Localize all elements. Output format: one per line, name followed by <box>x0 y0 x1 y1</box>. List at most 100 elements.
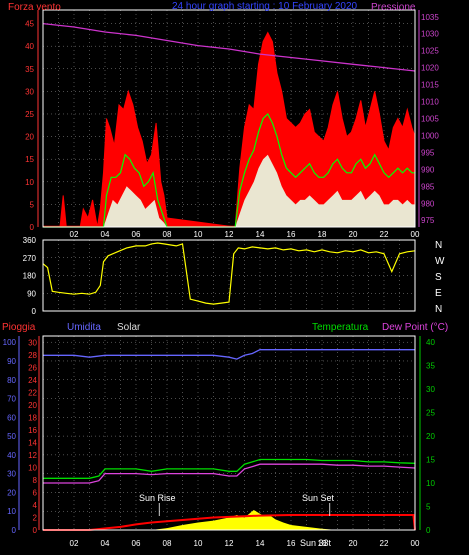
pressure-y-tick-label: 995 <box>421 148 435 157</box>
rain-y-tick-label: 16 <box>28 426 37 435</box>
wind-y-tick-label: 15 <box>25 155 34 164</box>
humidity-x-tick-label: 00 <box>411 539 420 548</box>
wind-y-tick-label: 20 <box>25 133 34 142</box>
humidity-x-tick-label: 14 <box>256 539 265 548</box>
pressure-line <box>42 22 416 72</box>
solar-label: Solar <box>117 322 141 333</box>
rain-y-tick-label: 14 <box>28 438 37 447</box>
panel-frame <box>42 239 416 312</box>
pressure-y-tick-label: 1025 <box>421 47 439 56</box>
wind-chart-title: 24 hour graph starting : 10 February 202… <box>172 1 358 12</box>
humidity-y-tick-label: 60 <box>7 413 16 422</box>
sun-set-annotation: Sun Set <box>302 493 335 503</box>
rain-y-tick-label: 24 <box>28 376 37 385</box>
humidity-y-tick-label: 30 <box>7 470 16 479</box>
humidity-x-tick-label: 22 <box>380 539 389 548</box>
humidity-x-tick-label: 04 <box>101 539 110 548</box>
compass-s: S <box>435 272 442 283</box>
rain-line <box>43 514 416 531</box>
rain-y-tick-label: 18 <box>28 413 37 422</box>
rain-y-tick-label: 12 <box>28 451 37 460</box>
wind-x-tick-label: 08 <box>163 230 172 239</box>
wind-y-tick-label: 10 <box>25 178 34 187</box>
temperature-y-tick-label: 40 <box>426 338 435 347</box>
wind-left-label: Forza vento <box>8 2 61 13</box>
wind-gust-area <box>43 31 416 228</box>
grid-layer <box>43 10 416 531</box>
temperature-y-tick-label: 20 <box>426 432 435 441</box>
pressure-y-tick-label: 985 <box>421 182 435 191</box>
dewpoint-label: Dew Point (°C) <box>382 322 449 333</box>
direction-y-tick-label: 360 <box>23 236 37 245</box>
humidity-x-tick-label: 18 <box>318 539 327 548</box>
sun-hours-annotation: Sun 33t <box>300 538 332 548</box>
wind-y-tick-label: 5 <box>30 200 35 209</box>
solar-area <box>43 510 415 530</box>
compass-n-top: N <box>435 240 443 251</box>
wind-y-tick-label: 25 <box>25 110 34 119</box>
temperature-y-tick-label: 0 <box>426 526 431 535</box>
humidity-x-tick-label: 20 <box>349 539 358 548</box>
rain-y-tick-label: 28 <box>28 351 37 360</box>
rain-y-tick-label: 30 <box>28 338 37 347</box>
temperature-y-tick-label: 30 <box>426 385 435 394</box>
rain-y-tick-label: 0 <box>33 526 38 535</box>
wind-y-tick-label: 35 <box>25 65 34 74</box>
wind-min-area <box>43 154 415 227</box>
temperature-y-tick-label: 25 <box>426 409 435 418</box>
compass-w: W <box>435 256 445 267</box>
rain-y-tick-label: 20 <box>28 401 37 410</box>
humidity-y-tick-label: 50 <box>7 432 16 441</box>
pressure-y-tick-label: 980 <box>421 199 435 208</box>
compass-e: E <box>435 288 442 299</box>
humidity-y-tick-label: 90 <box>7 357 16 366</box>
wind-x-tick-label: 16 <box>287 230 296 239</box>
sun-rise-annotation: Sun Rise <box>139 493 176 503</box>
panel-frame <box>42 9 416 228</box>
wind-x-tick-label: 18 <box>318 230 327 239</box>
direction-y-tick-label: 0 <box>32 307 37 316</box>
wind-x-tick-label: 14 <box>256 230 265 239</box>
panel-frame <box>42 335 416 531</box>
pressure-y-tick-label: 975 <box>421 216 435 225</box>
temperature-y-tick-label: 15 <box>426 456 435 465</box>
direction-y-tick-label: 180 <box>23 272 37 281</box>
humidity-y-tick-label: 20 <box>7 488 16 497</box>
rain-y-tick-label: 6 <box>33 488 38 497</box>
wind-x-tick-label: 04 <box>101 230 110 239</box>
wind-x-tick-label: 12 <box>225 230 234 239</box>
wind-avg-line <box>43 113 415 228</box>
wind-y-tick-label: 30 <box>25 87 34 96</box>
rain-y-tick-label: 22 <box>28 388 37 397</box>
pressure-y-tick-label: 1020 <box>421 64 439 73</box>
direction-y-tick-label: 270 <box>23 254 37 263</box>
humidity-label: Umidita <box>67 322 101 333</box>
humidity-y-tick-label: 0 <box>12 526 17 535</box>
pressure-right-label: Pressione <box>371 2 416 13</box>
wind-x-tick-label: 00 <box>411 230 420 239</box>
rain-y-tick-label: 8 <box>33 476 38 485</box>
humidity-y-tick-label: 40 <box>7 451 16 460</box>
humidity-y-tick-label: 70 <box>7 395 16 404</box>
rain-y-tick-label: 4 <box>33 501 38 510</box>
humidity-x-tick-label: 02 <box>70 539 79 548</box>
direction-line <box>42 242 416 305</box>
pressure-y-tick-label: 1030 <box>421 30 439 39</box>
humidity-y-tick-label: 80 <box>7 376 16 385</box>
wind-y-tick-label: 0 <box>30 223 35 232</box>
humidity-line <box>43 349 415 360</box>
axis-layer: 0510152025303540459759809859909951000100… <box>3 10 439 548</box>
rain-y-tick-label: 26 <box>28 363 37 372</box>
pressure-y-tick-label: 990 <box>421 165 435 174</box>
pressure-y-tick-label: 1015 <box>421 81 439 90</box>
humidity-x-tick-label: 10 <box>194 539 203 548</box>
temperature-y-tick-label: 35 <box>426 362 435 371</box>
wind-x-tick-label: 02 <box>70 230 79 239</box>
dewpoint-line <box>43 463 416 484</box>
pressure-y-tick-label: 1010 <box>421 98 439 107</box>
temperature-y-tick-label: 5 <box>426 503 431 512</box>
wind-y-tick-label: 40 <box>25 42 34 51</box>
humidity-y-tick-label: 100 <box>3 338 17 347</box>
rain-y-tick-label: 2 <box>33 513 38 522</box>
